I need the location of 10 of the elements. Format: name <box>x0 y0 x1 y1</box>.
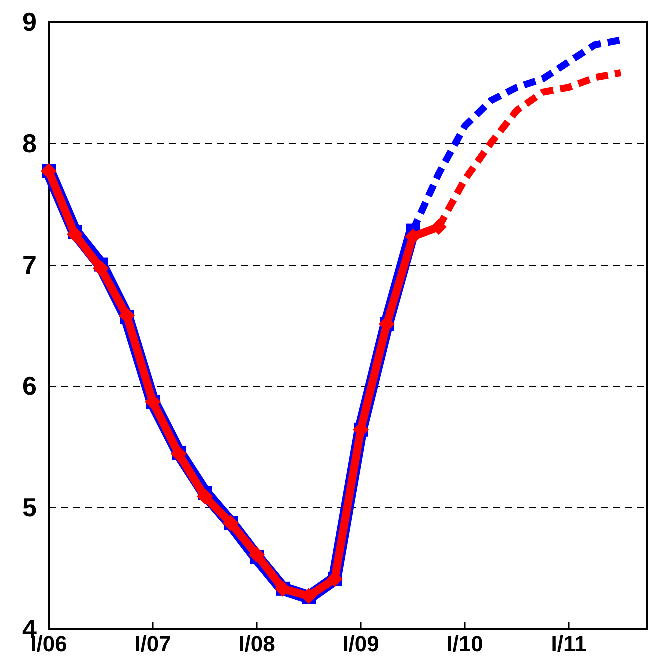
x-tick-label: I/09 <box>342 632 380 656</box>
y-tick-label: 9 <box>22 7 37 37</box>
y-tick-label: 6 <box>22 371 37 402</box>
x-tick-label: I/10 <box>446 632 484 656</box>
x-tick-label: I/07 <box>134 632 172 656</box>
y-tick-label: 5 <box>22 492 37 523</box>
x-tick-label: I/08 <box>238 632 276 656</box>
y-tick-label: 7 <box>22 250 37 280</box>
x-tick-label: I/11 <box>551 632 587 656</box>
y-tick-label: 8 <box>22 128 37 158</box>
